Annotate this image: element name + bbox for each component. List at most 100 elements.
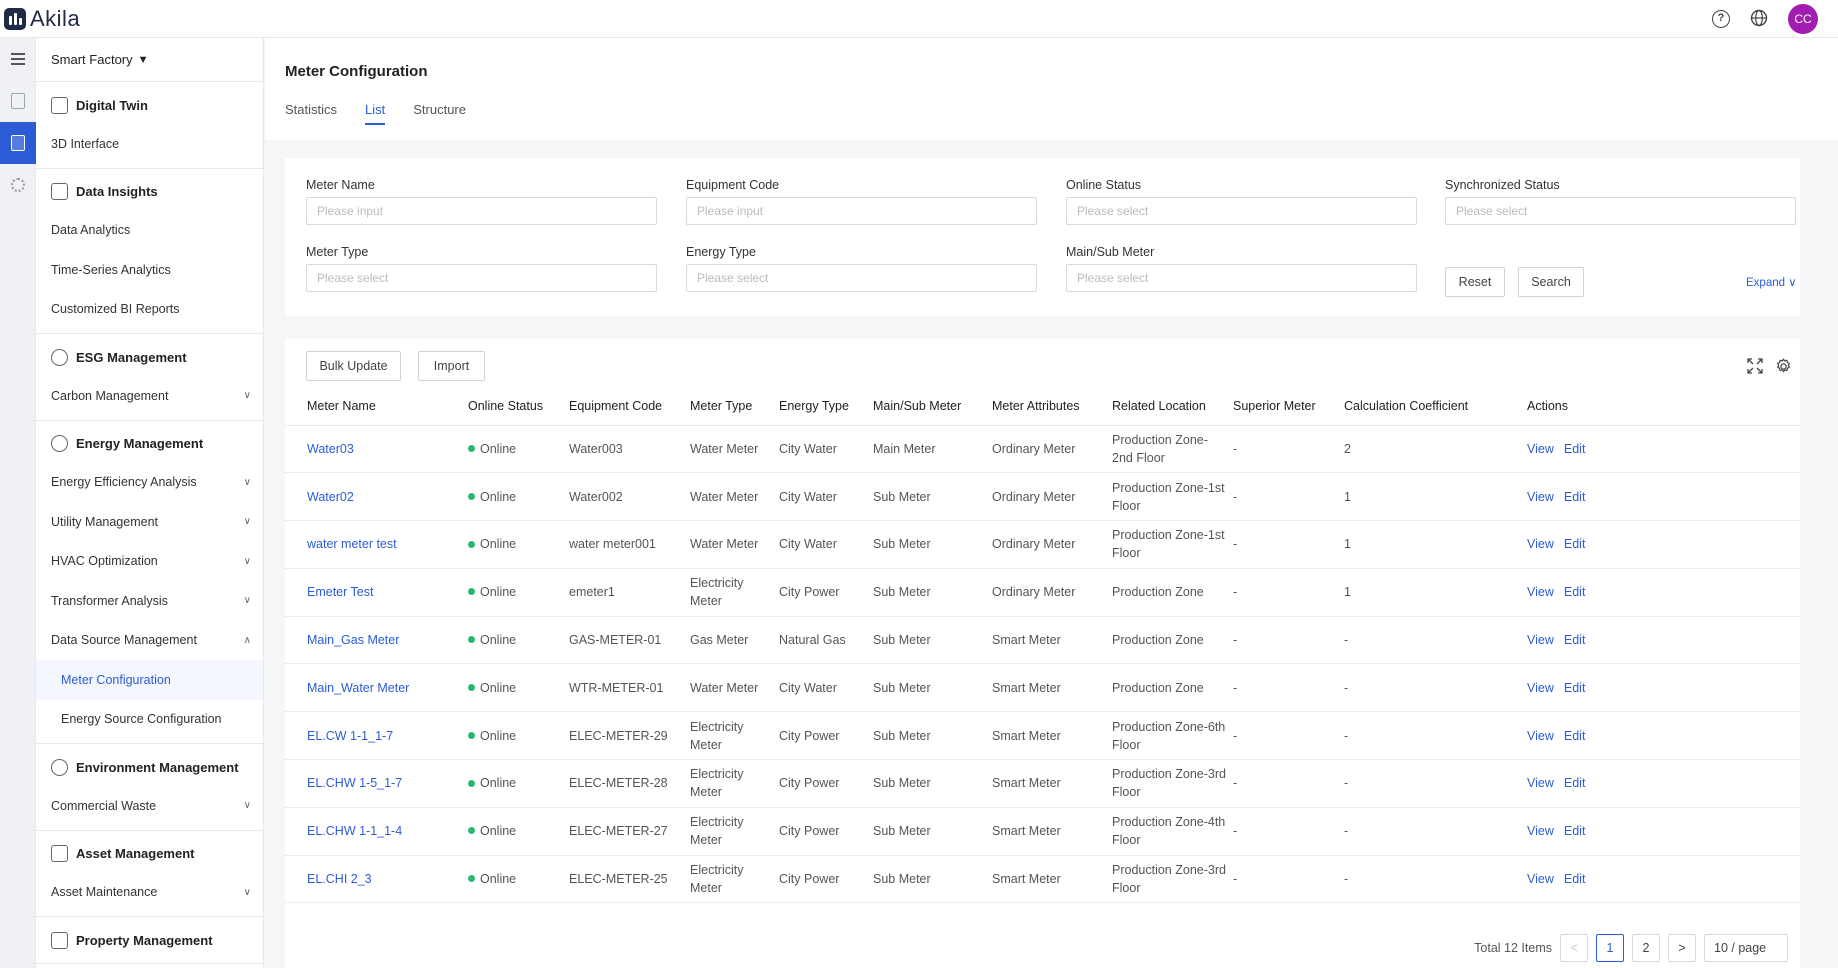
tab-list[interactable]: List — [365, 102, 386, 125]
meter-name-link[interactable]: Main_Gas Meter — [307, 633, 400, 648]
edit-link[interactable]: Edit — [1563, 489, 1586, 504]
sidebar-item-asset-maintenance[interactable]: Asset Maintenance ∨ — [36, 873, 263, 913]
main-sub-select[interactable]: Please select — [1066, 264, 1417, 292]
sidebar-item-hvac[interactable]: HVAC Optimization ∨ — [36, 542, 263, 582]
edit-link[interactable]: Edit — [1563, 680, 1586, 695]
table-row: Emeter Test Online emeter1 Electricity Mete… — [285, 568, 1800, 617]
view-link[interactable]: View — [1527, 489, 1554, 504]
edit-link[interactable]: Edit — [1563, 824, 1586, 839]
view-link[interactable]: View — [1527, 441, 1554, 456]
top-bar: Akila ? CC — [0, 0, 1838, 38]
app-logo[interactable]: Akila — [4, 6, 80, 32]
table-row: EL.CHW 1-1_1-4 Online ELEC-METER-27 Electri… — [285, 807, 1800, 856]
next-page-button[interactable]: > — [1668, 934, 1696, 962]
meter-name-link[interactable]: EL.CHW 1-1_1-4 — [307, 824, 403, 839]
sidebar-group-title[interactable]: Property Management — [36, 921, 263, 959]
sidebar-group-title[interactable]: Data Insights — [36, 173, 263, 211]
globe-icon[interactable] — [1750, 9, 1768, 30]
user-avatar[interactable]: CC — [1788, 4, 1818, 34]
chevron-down-icon: ∨ — [243, 516, 251, 528]
sidebar-item-3d-interface[interactable]: 3D Interface — [36, 124, 263, 164]
edit-link[interactable]: Edit — [1563, 872, 1586, 887]
fullscreen-icon[interactable] — [1747, 358, 1763, 374]
online-status-select[interactable]: Please select — [1066, 197, 1417, 225]
help-icon[interactable]: ? — [1712, 10, 1730, 28]
meter-name-link[interactable]: Main_Water Meter — [307, 680, 410, 695]
view-link[interactable]: View — [1527, 728, 1554, 743]
view-link[interactable]: View — [1527, 537, 1554, 552]
view-link[interactable]: View — [1527, 585, 1554, 600]
view-link[interactable]: View — [1527, 776, 1554, 791]
prev-page-button[interactable]: < — [1560, 934, 1588, 962]
edit-link[interactable]: Edit — [1563, 633, 1586, 648]
edit-link[interactable]: Edit — [1563, 441, 1586, 456]
meter-name-cell: Emeter Test — [285, 568, 468, 617]
main-sub-filter: Main/Sub Meter Please select — [1066, 245, 1417, 292]
table-cell: ELEC-METER-29 — [569, 711, 690, 761]
view-link[interactable]: View — [1527, 872, 1554, 887]
sidebar-item-energy-efficiency[interactable]: Energy Efficiency Analysis ∨ — [36, 463, 263, 503]
meter-name-link[interactable]: Emeter Test — [307, 585, 374, 600]
view-link[interactable]: View — [1527, 680, 1554, 695]
equipment-code-input[interactable]: Please input — [686, 197, 1037, 225]
bulk-update-button[interactable]: Bulk Update — [306, 351, 401, 381]
table-cell: 1 — [1344, 568, 1527, 617]
edit-link[interactable]: Edit — [1563, 537, 1586, 552]
sidebar-item-energy-source-config[interactable]: Energy Source Configuration — [36, 700, 263, 740]
view-link[interactable]: View — [1527, 824, 1554, 839]
workspace-selector[interactable]: Smart Factory ▼ — [36, 38, 263, 82]
actions-cell: View Edit — [1527, 425, 1800, 474]
page-size-select[interactable]: 10 / page — [1704, 934, 1788, 962]
sidebar-item-carbon[interactable]: Carbon Management ∨ — [36, 376, 263, 416]
sidebar-item-bi-reports[interactable]: Customized BI Reports — [36, 290, 263, 330]
sidebar-item-time-series[interactable]: Time-Series Analytics — [36, 250, 263, 290]
sidebar-group-title[interactable]: Environment Management — [36, 748, 263, 786]
view-link[interactable]: View — [1527, 633, 1554, 648]
sidebar-group-title[interactable]: Asset Management — [36, 835, 263, 873]
meter-name-input[interactable]: Please input — [306, 197, 657, 225]
edit-link[interactable]: Edit — [1563, 728, 1586, 743]
meter-name-link[interactable]: Water03 — [307, 441, 354, 456]
status-dot-icon — [468, 540, 475, 548]
expand-toggle[interactable]: Expand ∨ — [1746, 277, 1797, 289]
table-cell: Sub Meter — [873, 663, 992, 713]
edit-link[interactable]: Edit — [1563, 776, 1586, 791]
meter-name-link[interactable]: water meter test — [307, 537, 397, 552]
rail-settings-icon[interactable] — [0, 164, 36, 206]
tab-statistics[interactable]: Statistics — [285, 102, 338, 117]
meter-name-link[interactable]: EL.CW 1-1_1-7 — [307, 728, 394, 743]
energy-type-select[interactable]: Please select — [686, 264, 1037, 292]
status-dot-icon — [468, 636, 475, 644]
sidebar-item-meter-configuration[interactable]: Meter Configuration — [36, 660, 263, 700]
sidebar-group-title[interactable]: Energy Management — [36, 425, 263, 463]
meter-type-select[interactable]: Please select — [306, 264, 657, 292]
reset-button[interactable]: Reset — [1445, 267, 1505, 297]
sidebar-group-title[interactable]: ESG Management — [36, 338, 263, 376]
gear-icon[interactable] — [1775, 358, 1791, 374]
sync-status-select[interactable]: Please select — [1445, 197, 1796, 225]
table-cell: Smart Meter — [992, 855, 1112, 904]
main-content: Meter Configuration Statistics List Stru… — [265, 38, 1838, 968]
edit-link[interactable]: Edit — [1563, 585, 1586, 600]
column-header: Main/Sub Meter — [873, 387, 992, 426]
sidebar-item-commercial-waste[interactable]: Commercial Waste ∨ — [36, 786, 263, 826]
menu-toggle-icon[interactable] — [0, 38, 36, 80]
search-button[interactable]: Search — [1518, 267, 1584, 297]
sidebar-item-data-analytics[interactable]: Data Analytics — [36, 211, 263, 251]
page-2-button[interactable]: 2 — [1632, 934, 1660, 962]
rail-document-icon[interactable] — [0, 122, 36, 164]
meter-name-link[interactable]: EL.CHI 2_3 — [307, 872, 372, 887]
meter-name-link[interactable]: Water02 — [307, 489, 354, 504]
sidebar-group-asset: Asset Management Asset Maintenance ∨ — [36, 831, 263, 917]
sidebar-group-title[interactable]: Digital Twin — [36, 86, 263, 124]
rail-building-icon[interactable] — [0, 80, 36, 122]
sidebar-item-transformer[interactable]: Transformer Analysis ∨ — [36, 581, 263, 621]
sidebar-item-utility[interactable]: Utility Management ∨ — [36, 502, 263, 542]
online-status-cell: Online — [468, 759, 569, 808]
tab-structure[interactable]: Structure — [413, 102, 466, 117]
table-cell: - — [1233, 568, 1344, 617]
page-1-button[interactable]: 1 — [1596, 934, 1624, 962]
meter-name-link[interactable]: EL.CHW 1-5_1-7 — [307, 776, 403, 791]
import-button[interactable]: Import — [418, 351, 485, 381]
sidebar-item-data-source[interactable]: Data Source Management ∧ — [36, 621, 263, 661]
